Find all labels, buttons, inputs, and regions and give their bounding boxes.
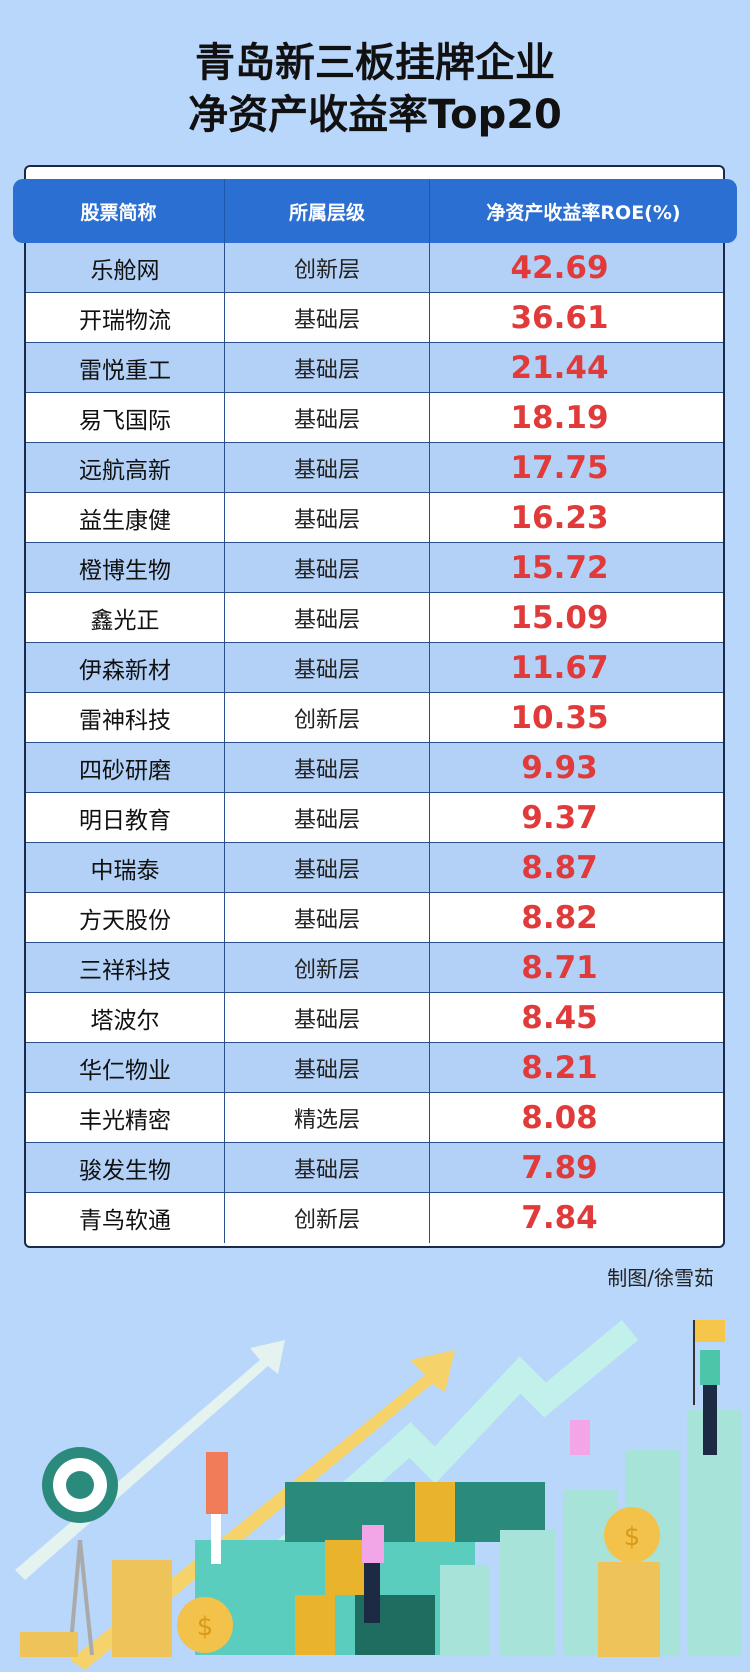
roe-value: 15.72 xyxy=(510,549,609,586)
page-subtitle: 净资产收益率Top20 xyxy=(188,92,562,138)
tier: 创新层 xyxy=(225,1193,430,1243)
tier: 基础层 xyxy=(225,493,430,542)
company-name: 益生康健 xyxy=(26,493,225,542)
company-name: 方天股份 xyxy=(26,893,225,942)
table-row: 益生康健 基础层 16.23 xyxy=(26,493,723,543)
tier: 基础层 xyxy=(225,293,430,342)
roe-value: 8.87 xyxy=(521,849,598,886)
company-name: 明日教育 xyxy=(26,793,225,842)
company-name: 华仁物业 xyxy=(26,1043,225,1092)
tier: 创新层 xyxy=(225,693,430,742)
table-row: 丰光精密 精选层 8.08 xyxy=(26,1093,723,1143)
tier: 创新层 xyxy=(225,243,430,292)
company-name: 骏发生物 xyxy=(26,1143,225,1192)
table-header: 股票简称 所属层级 净资产收益率ROE(%) xyxy=(13,179,737,243)
tier: 基础层 xyxy=(225,593,430,642)
table-row: 伊森新材 基础层 11.67 xyxy=(26,643,723,693)
table-row: 乐舱网 创新层 42.69 xyxy=(26,243,723,293)
roe-value: 8.45 xyxy=(521,999,598,1036)
roe-value: 11.67 xyxy=(510,649,609,686)
credit: 制图/徐雪茹 xyxy=(607,1266,714,1290)
company-name: 三祥科技 xyxy=(26,943,225,992)
coin-icon: $ $ xyxy=(177,1507,660,1653)
company-name: 易飞国际 xyxy=(26,393,225,442)
company-name: 橙博生物 xyxy=(26,543,225,592)
header-name: 股票简称 xyxy=(13,179,225,243)
table-row: 华仁物业 基础层 8.21 xyxy=(26,1043,723,1093)
roe-value: 9.93 xyxy=(521,749,598,786)
header-tier: 所属层级 xyxy=(225,179,430,243)
table-row: 三祥科技 创新层 8.71 xyxy=(26,943,723,993)
roe-value: 21.44 xyxy=(510,349,609,386)
tier: 基础层 xyxy=(225,393,430,442)
tier: 基础层 xyxy=(225,1043,430,1092)
page-title: 青岛新三板挂牌企业 xyxy=(195,40,555,86)
tier: 基础层 xyxy=(225,843,430,892)
table-row: 远航高新 基础层 17.75 xyxy=(26,443,723,493)
company-name: 远航高新 xyxy=(26,443,225,492)
table-row: 雷悦重工 基础层 21.44 xyxy=(26,343,723,393)
table-row: 橙博生物 基础层 15.72 xyxy=(26,543,723,593)
table-row: 开瑞物流 基础层 36.61 xyxy=(26,293,723,343)
target-icon xyxy=(42,1447,118,1656)
table-row: 雷神科技 创新层 10.35 xyxy=(26,693,723,743)
growth-illustration: $ $ xyxy=(15,1319,742,1670)
company-name: 伊森新材 xyxy=(26,643,225,692)
company-name: 乐舱网 xyxy=(26,243,225,292)
company-name: 雷悦重工 xyxy=(26,343,225,392)
roe-value: 15.09 xyxy=(510,599,609,636)
people-figures xyxy=(206,1350,720,1623)
tier: 基础层 xyxy=(225,1143,430,1192)
table-body: 乐舱网 创新层 42.69 开瑞物流 基础层 36.61 雷悦重工 基础层 21.44 易飞国际基… xyxy=(26,243,723,1243)
company-name: 丰光精密 xyxy=(26,1093,225,1142)
table-row: 四砂研磨 基础层 9.93 xyxy=(26,743,723,793)
table-row: 明日教育 基础层 9.37 xyxy=(26,793,723,843)
roe-value: 9.37 xyxy=(521,799,598,836)
roe-value: 7.89 xyxy=(521,1149,598,1186)
table-row: 方天股份 基础层 8.82 xyxy=(26,893,723,943)
roe-value: 18.19 xyxy=(510,399,609,436)
company-name: 开瑞物流 xyxy=(26,293,225,342)
tier: 基础层 xyxy=(225,893,430,942)
roe-value: 16.23 xyxy=(510,499,609,536)
tier: 基础层 xyxy=(225,793,430,842)
table-row: 易飞国际 基础层 18.19 xyxy=(26,393,723,443)
tier: 基础层 xyxy=(225,543,430,592)
tier: 基础层 xyxy=(225,343,430,392)
coin-stacks xyxy=(20,1560,660,1657)
roe-value: 8.21 xyxy=(521,1049,598,1086)
header-roe: 净资产收益率ROE(%) xyxy=(486,201,681,224)
company-name: 鑫光正 xyxy=(26,593,225,642)
roe-value: 10.35 xyxy=(510,699,609,736)
tier: 基础层 xyxy=(225,993,430,1042)
company-name: 塔波尔 xyxy=(26,993,225,1042)
roe-value: 8.08 xyxy=(521,1099,598,1136)
roe-value: 17.75 xyxy=(510,449,609,486)
tier: 精选层 xyxy=(225,1093,430,1142)
table-row: 中瑞泰 基础层 8.87 xyxy=(26,843,723,893)
tier: 基础层 xyxy=(225,643,430,692)
table-row: 鑫光正 基础层 15.09 xyxy=(26,593,723,643)
roe-value: 7.84 xyxy=(521,1200,598,1236)
tier: 创新层 xyxy=(225,943,430,992)
svg-text:$: $ xyxy=(197,1612,214,1642)
company-name: 中瑞泰 xyxy=(26,843,225,892)
company-name: 青鸟软通 xyxy=(26,1193,225,1243)
tier: 基础层 xyxy=(225,743,430,792)
arrow-zigzag xyxy=(221,1319,639,1610)
roe-value: 36.61 xyxy=(510,299,609,336)
roe-value: 42.69 xyxy=(510,249,609,286)
company-name: 四砂研磨 xyxy=(26,743,225,792)
table-row: 骏发生物 基础层 7.89 xyxy=(26,1143,723,1193)
company-name: 雷神科技 xyxy=(26,693,225,742)
table-row: 青鸟软通 创新层 7.84 xyxy=(26,1193,723,1243)
tier: 基础层 xyxy=(225,443,430,492)
roe-value: 8.82 xyxy=(521,899,598,936)
svg-text:$: $ xyxy=(624,1522,641,1552)
flag-icon xyxy=(693,1320,725,1405)
roe-value: 8.71 xyxy=(521,949,598,986)
table-row: 塔波尔 基础层 8.45 xyxy=(26,993,723,1043)
